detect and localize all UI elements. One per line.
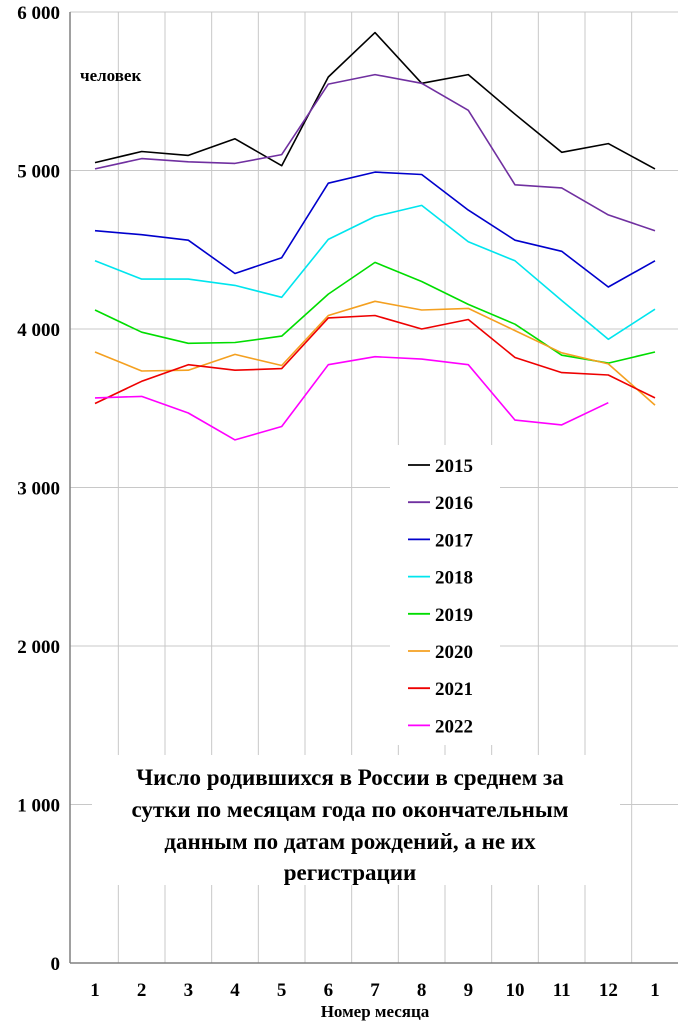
- legend-label-2022: 2022: [435, 716, 473, 737]
- legend-label-2017: 2017: [435, 530, 474, 551]
- x-tick-label-1: 2: [137, 980, 147, 1001]
- axes: [69, 12, 678, 964]
- title-line-3: данным по датам рождений, а не их: [164, 829, 536, 854]
- y-tick-label-1: 1 000: [17, 796, 60, 817]
- x-axis-label: Номер месяца: [321, 1002, 430, 1021]
- series-line-2020: [94, 300, 656, 406]
- title-line-4: регистрации: [284, 860, 417, 885]
- y-tick-labels: 0 1 000 2 000 3 000 4 000 5 000 6 000: [17, 3, 60, 975]
- y-tick-label-5: 5 000: [17, 162, 60, 183]
- series-lines: [94, 31, 656, 441]
- y-tick-label-0: 0: [51, 954, 61, 975]
- legend-label-2019: 2019: [435, 605, 473, 626]
- series-line-2017: [94, 171, 656, 288]
- x-tick-label-0: 1: [90, 980, 100, 1001]
- chart-title: Число родившихся в России в среднем за с…: [92, 755, 620, 885]
- x-tick-label-6: 7: [370, 980, 380, 1001]
- y-tick-label-6: 6 000: [17, 3, 60, 24]
- series-line-2022: [94, 355, 609, 441]
- x-tick-label-9: 10: [506, 980, 525, 1001]
- legend: 2015 2016 2017 2018 2019 2020 2021 2022: [390, 445, 500, 745]
- series-line-2019: [94, 261, 656, 364]
- legend-label-2021: 2021: [435, 679, 473, 700]
- legend-background: [390, 445, 500, 745]
- x-tick-label-12: 1: [650, 980, 660, 1001]
- title-line-2: сутки по месяцам года по окончательным: [131, 797, 568, 822]
- x-tick-label-4: 5: [277, 980, 287, 1001]
- x-tick-labels: 1 2 3 4 5 6 7 8 9 10 11 12 1: [90, 980, 660, 1001]
- legend-label-2016: 2016: [435, 493, 473, 514]
- x-tick-label-7: 8: [417, 980, 427, 1001]
- legend-label-2015: 2015: [435, 456, 473, 477]
- title-background: [92, 755, 620, 885]
- series-line-2015: [94, 31, 656, 170]
- x-tick-label-10: 11: [553, 980, 571, 1001]
- x-tick-label-5: 6: [324, 980, 334, 1001]
- legend-label-2020: 2020: [435, 642, 473, 663]
- x-tick-label-8: 9: [464, 980, 474, 1001]
- y-tick-label-3: 3 000: [17, 479, 60, 500]
- y-tick-label-2: 2 000: [17, 637, 60, 658]
- y-tick-label-4: 4 000: [17, 320, 60, 341]
- x-tick-label-3: 4: [230, 980, 240, 1001]
- y-axis-label: человек: [80, 66, 141, 85]
- series-line-2021: [94, 314, 656, 405]
- x-tick-label-11: 12: [599, 980, 618, 1001]
- series-line-2018: [94, 204, 656, 341]
- title-line-1: Число родившихся в России в среднем за: [136, 765, 564, 790]
- x-tick-label-2: 3: [184, 980, 194, 1001]
- series-line-2016: [94, 73, 656, 232]
- legend-label-2018: 2018: [435, 568, 473, 589]
